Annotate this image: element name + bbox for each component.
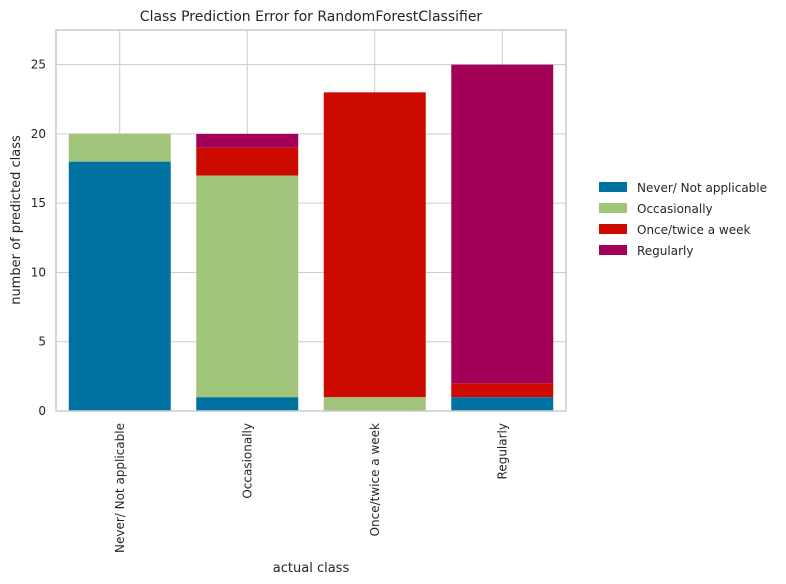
y-tick-label: 10	[31, 265, 46, 279]
bar-segment	[451, 397, 554, 411]
bar-segment	[196, 397, 299, 411]
x-tick-label: Once/twice a week	[368, 423, 382, 536]
legend: Never/ Not applicable Occasionally Once/tw…	[599, 181, 767, 258]
y-axis-ticks: 0 5 10 15 20 25	[31, 58, 46, 418]
legend-swatch	[599, 203, 627, 213]
legend-label: Occasionally	[637, 202, 713, 216]
legend-label: Never/ Not applicable	[637, 181, 767, 195]
y-tick-label: 20	[31, 127, 46, 141]
bar-segment	[196, 147, 299, 176]
bar-segment	[196, 133, 299, 148]
y-tick-label: 15	[31, 196, 46, 210]
legend-swatch	[599, 245, 627, 255]
legend-swatch	[599, 224, 627, 234]
y-tick-label: 25	[31, 58, 46, 72]
x-axis-label: actual class	[273, 561, 350, 576]
bar-segment	[323, 397, 426, 411]
legend-label: Regularly	[637, 244, 693, 258]
bar-segment	[451, 64, 554, 384]
bar-segment	[68, 161, 171, 411]
plot-frame	[55, 29, 567, 412]
bar-segment	[68, 133, 171, 162]
bar-segment	[196, 175, 299, 398]
y-tick-label: 5	[38, 335, 46, 349]
x-tick-label: Never/ Not applicable	[113, 423, 127, 553]
x-axis-ticks: Never/ Not applicable Occasionally Once/tw…	[113, 423, 510, 553]
x-tick-label: Occasionally	[240, 423, 254, 499]
chart-title: Class Prediction Error for RandomForestC…	[140, 9, 483, 25]
legend-swatch	[599, 182, 627, 192]
legend-label: Once/twice a week	[637, 223, 750, 237]
bar-segment	[451, 383, 554, 398]
bar-segment	[323, 92, 426, 398]
x-tick-label: Regularly	[495, 423, 509, 479]
y-axis-label: number of predicted class	[9, 135, 24, 305]
bars	[68, 64, 554, 411]
y-tick-label: 0	[38, 404, 46, 418]
